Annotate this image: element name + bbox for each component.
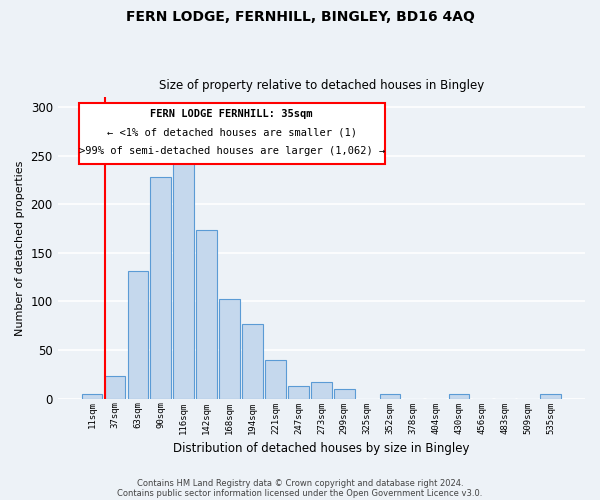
Bar: [311, 382, 332, 398]
Y-axis label: Number of detached properties: Number of detached properties: [15, 160, 25, 336]
Bar: [151, 177, 171, 398]
Bar: [242, 324, 263, 398]
Text: Contains HM Land Registry data © Crown copyright and database right 2024.: Contains HM Land Registry data © Crown c…: [137, 478, 463, 488]
Bar: [541, 394, 561, 398]
Bar: [82, 394, 102, 398]
Text: FERN LODGE, FERNHILL, BINGLEY, BD16 4AQ: FERN LODGE, FERNHILL, BINGLEY, BD16 4AQ: [125, 10, 475, 24]
Bar: [288, 386, 309, 398]
Bar: [380, 394, 400, 398]
Bar: [449, 394, 469, 398]
Bar: [196, 230, 217, 398]
X-axis label: Distribution of detached houses by size in Bingley: Distribution of detached houses by size …: [173, 442, 470, 455]
Title: Size of property relative to detached houses in Bingley: Size of property relative to detached ho…: [159, 79, 484, 92]
Bar: [334, 389, 355, 398]
Text: ← <1% of detached houses are smaller (1): ← <1% of detached houses are smaller (1): [107, 128, 356, 138]
Text: FERN LODGE FERNHILL: 35sqm: FERN LODGE FERNHILL: 35sqm: [151, 110, 313, 120]
Text: Contains public sector information licensed under the Open Government Licence v3: Contains public sector information licen…: [118, 488, 482, 498]
Bar: [128, 272, 148, 398]
Bar: [265, 360, 286, 399]
Text: >99% of semi-detached houses are larger (1,062) →: >99% of semi-detached houses are larger …: [79, 146, 385, 156]
FancyBboxPatch shape: [79, 104, 385, 164]
Bar: [104, 376, 125, 398]
Bar: [219, 300, 240, 398]
Bar: [173, 160, 194, 398]
